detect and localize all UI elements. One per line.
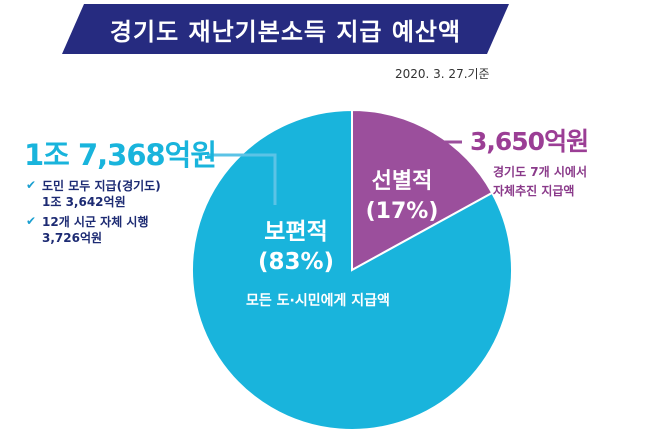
title-banner: 경기도 재난기본소득 지급 예산액 bbox=[62, 4, 509, 54]
universal-label: 보편적 bbox=[264, 219, 328, 245]
breakdown-item-label: 도민 모두 지급(경기도) bbox=[42, 179, 161, 193]
selective-label: 선별적 bbox=[371, 169, 433, 194]
page-title: 경기도 재난기본소득 지급 예산액 bbox=[109, 17, 462, 46]
universal-connector-line bbox=[207, 153, 277, 205]
selective-amount: 3,650억원 bbox=[470, 127, 589, 156]
universal-slice-label: 보편적 (83%) bbox=[226, 217, 366, 277]
selective-note: 경기도 7개 시에서 자체추진 지급액 bbox=[493, 163, 587, 201]
check-icon: ✔ bbox=[26, 214, 37, 228]
breakdown-item-province: ✔ 도민 모두 지급(경기도) 1조 3,642억원 bbox=[24, 178, 161, 210]
breakdown-item-amount: 3,726억원 bbox=[42, 231, 103, 245]
universal-description: 모든 도·시민에게 지급액 bbox=[246, 293, 390, 309]
universal-amount: 1조 7,368억원 bbox=[24, 138, 217, 172]
universal-percent: (83%) bbox=[257, 249, 335, 275]
breakdown-item-amount: 1조 3,642억원 bbox=[42, 195, 126, 209]
as-of-date: 2020. 3. 27.기준 bbox=[395, 67, 490, 81]
universal-breakdown-list: ✔ 도민 모두 지급(경기도) 1조 3,642억원 ✔ 12개 시군 자체 시… bbox=[24, 178, 161, 250]
breakdown-item-label: 12개 시군 자체 시행 bbox=[42, 215, 149, 229]
pie-slice-universal bbox=[191, 108, 513, 431]
selective-note-line: 경기도 7개 시에서 bbox=[493, 165, 587, 179]
selective-slice-label: 선별적 (17%) bbox=[352, 167, 452, 227]
pie-slice-selective bbox=[351, 108, 494, 272]
selective-connector-line bbox=[423, 140, 462, 170]
selective-percent: (17%) bbox=[365, 199, 439, 224]
breakdown-item-cities: ✔ 12개 시군 자체 시행 3,726억원 bbox=[24, 214, 161, 246]
check-icon: ✔ bbox=[26, 178, 37, 192]
selective-note-line: 자체추진 지급액 bbox=[493, 184, 575, 198]
